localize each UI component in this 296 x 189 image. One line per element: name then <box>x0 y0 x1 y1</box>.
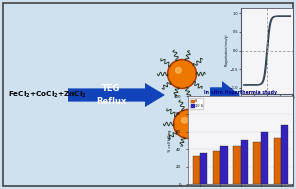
Y-axis label: Magnetization (emu/g): Magnetization (emu/g) <box>225 35 229 66</box>
Title: In vitro Hyperthermia study: In vitro Hyperthermia study <box>204 90 277 95</box>
Bar <box>233 146 241 184</box>
Bar <box>213 151 220 184</box>
Text: Reflux: Reflux <box>96 97 127 106</box>
Bar <box>281 125 288 184</box>
Circle shape <box>181 118 187 123</box>
Legend: S, 10 S: S, 10 S <box>190 98 203 109</box>
Polygon shape <box>68 83 165 107</box>
Bar <box>193 156 200 184</box>
Text: TEG: TEG <box>102 84 121 93</box>
Bar <box>261 132 268 184</box>
Circle shape <box>169 61 195 87</box>
Bar <box>241 140 248 184</box>
Circle shape <box>168 60 197 88</box>
X-axis label: Applied field (Oe): Applied field (Oe) <box>254 102 280 106</box>
Circle shape <box>173 109 202 139</box>
Text: $\mathbf{FeCl_2{+}CoCl_2{+}ZnCl_2}$: $\mathbf{FeCl_2{+}CoCl_2{+}ZnCl_2}$ <box>8 90 87 100</box>
Bar <box>253 142 261 184</box>
Circle shape <box>176 67 181 73</box>
Y-axis label: % cell killing: % cell killing <box>168 129 172 152</box>
Bar <box>274 138 281 184</box>
Bar <box>220 146 228 184</box>
Polygon shape <box>210 81 240 109</box>
Circle shape <box>175 111 201 137</box>
Bar <box>200 153 207 184</box>
